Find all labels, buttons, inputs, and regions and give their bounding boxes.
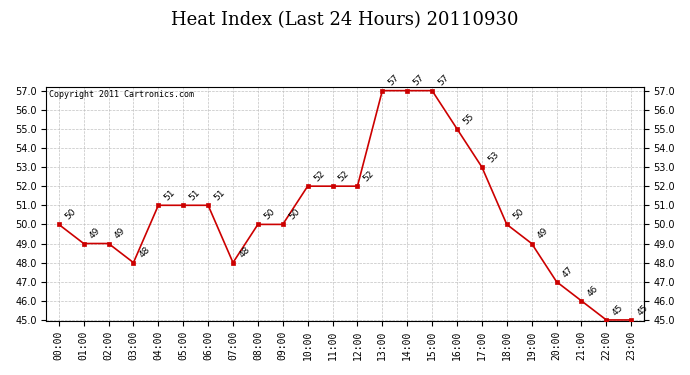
Text: 45: 45 <box>611 303 625 317</box>
Text: 52: 52 <box>337 169 351 183</box>
Text: 49: 49 <box>536 226 550 241</box>
Text: 50: 50 <box>287 207 302 222</box>
Text: 50: 50 <box>63 207 77 222</box>
Text: 50: 50 <box>262 207 277 222</box>
Text: 55: 55 <box>461 112 475 126</box>
Text: 46: 46 <box>586 284 600 298</box>
Text: Copyright 2011 Cartronics.com: Copyright 2011 Cartronics.com <box>49 90 195 99</box>
Text: 57: 57 <box>436 74 451 88</box>
Text: 49: 49 <box>88 226 102 241</box>
Text: 51: 51 <box>213 188 227 202</box>
Text: 52: 52 <box>362 169 376 183</box>
Text: 51: 51 <box>163 188 177 202</box>
Text: 48: 48 <box>237 245 252 260</box>
Text: 49: 49 <box>112 226 127 241</box>
Text: 52: 52 <box>312 169 326 183</box>
Text: 57: 57 <box>386 74 401 88</box>
Text: 47: 47 <box>561 264 575 279</box>
Text: 51: 51 <box>188 188 202 202</box>
Text: 53: 53 <box>486 150 500 164</box>
Text: 57: 57 <box>411 74 426 88</box>
Text: 45: 45 <box>635 303 650 317</box>
Text: Heat Index (Last 24 Hours) 20110930: Heat Index (Last 24 Hours) 20110930 <box>171 11 519 29</box>
Text: 50: 50 <box>511 207 525 222</box>
Text: 48: 48 <box>137 245 152 260</box>
